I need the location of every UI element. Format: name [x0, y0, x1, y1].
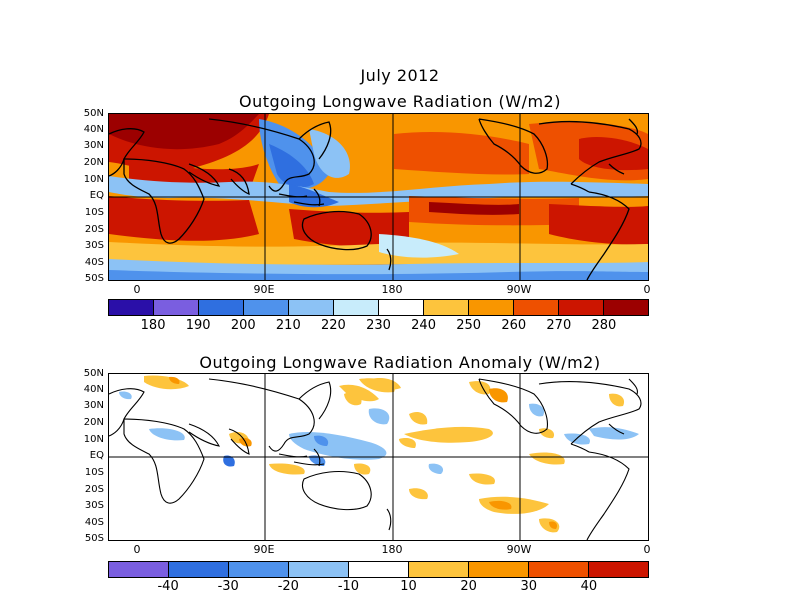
lat-label: 50N [83, 108, 104, 119]
lon-label: 90E [253, 283, 275, 296]
colorbar-swatch [604, 300, 648, 315]
colorbar-swatch [409, 562, 469, 577]
colorbar-swatch [349, 562, 409, 577]
colorbar-tick-label: 220 [320, 318, 346, 333]
lon-label: 0 [133, 283, 141, 296]
colorbar-swatch [109, 562, 169, 577]
colorbar-tick-label: 210 [275, 318, 301, 333]
lat-label: 30S [84, 240, 104, 251]
lon-label: 0 [133, 543, 141, 556]
olr-colorbar [108, 299, 649, 316]
colorbar-swatch [289, 562, 349, 577]
colorbar-tick-label: 240 [411, 318, 436, 333]
colorbar-swatch [529, 562, 589, 577]
lat-label: 50S [84, 533, 104, 544]
colorbar-tick-label: -20 [277, 579, 299, 594]
colorbar-tick-label: 10 [400, 579, 417, 594]
colorbar-swatch [154, 300, 199, 315]
colorbar-swatch [229, 562, 289, 577]
lat-label: 10S [84, 467, 104, 478]
colorbar-swatch [589, 562, 648, 577]
colorbar-swatch [169, 562, 229, 577]
lat-label: 20N [83, 157, 104, 168]
colorbar-swatch [514, 300, 559, 315]
chart-title-olr: Outgoing Longwave Radiation (W/m2) [239, 92, 561, 111]
colorbar-swatch [424, 300, 469, 315]
colorbar-tick-label: 270 [546, 318, 572, 333]
colorbar-tick-label: -30 [217, 579, 239, 594]
colorbar-swatch [379, 300, 424, 315]
lat-label: 40N [83, 124, 104, 135]
colorbar-swatch [109, 300, 154, 315]
lon-label: 0 [643, 283, 651, 296]
colorbar-swatch [199, 300, 244, 315]
colorbar-tick-label: 30 [520, 579, 538, 594]
lat-label: EQ [89, 190, 104, 201]
lat-label: 30N [83, 400, 104, 411]
lat-label: 40S [84, 517, 104, 528]
anomaly-title: Outgoing Longwave Radiation Anomaly (W/m… [199, 353, 601, 372]
lat-label: 20S [84, 224, 104, 235]
lon-label: 0 [643, 543, 651, 556]
colorbar-swatch [244, 300, 289, 315]
lon-label: 90E [253, 543, 275, 556]
lat-label: 10N [83, 174, 104, 185]
lon-label: 90W [506, 543, 532, 556]
lat-label: 10N [83, 434, 104, 445]
lat-label: 40S [84, 257, 104, 268]
colorbar-swatch [334, 300, 379, 315]
lat-label: EQ [89, 450, 104, 461]
colorbar-tick-label: 200 [230, 318, 256, 333]
lat-label: 40N [83, 384, 104, 395]
lat-label: 10S [84, 207, 104, 218]
lat-label: 20S [84, 484, 104, 495]
colorbar-tick-label: -10 [337, 579, 360, 594]
lon-label: 180 [381, 543, 403, 556]
colorbar-tick-label: 190 [185, 318, 211, 333]
olr-map-field [109, 114, 648, 280]
colorbar-tick-label: 260 [501, 318, 527, 333]
colorbar-tick-label: -40 [157, 579, 179, 594]
colorbar-swatch [559, 300, 604, 315]
colorbar-tick-label: 180 [140, 318, 166, 333]
lon-label: 180 [381, 283, 403, 296]
anomaly-map-field [109, 374, 648, 540]
lat-label: 50S [84, 273, 104, 284]
anomaly-colorbar [108, 561, 649, 578]
lat-label: 20N [83, 417, 104, 428]
colorbar-tick-label: 230 [366, 318, 391, 333]
anomaly-map [108, 373, 649, 541]
colorbar-swatch [469, 300, 514, 315]
colorbar-tick-label: 20 [460, 579, 477, 594]
colorbar-swatch [469, 562, 529, 577]
lat-label: 30S [84, 500, 104, 511]
colorbar-tick-label: 250 [456, 318, 482, 333]
chart-title-date: July 2012 [360, 66, 440, 85]
olr-map [108, 113, 649, 281]
colorbar-swatch [289, 300, 334, 315]
colorbar-tick-label: 40 [580, 579, 598, 594]
colorbar-tick-label: 280 [591, 318, 617, 333]
lat-label: 30N [83, 140, 104, 151]
lon-label: 90W [506, 283, 532, 296]
lat-label: 50N [83, 368, 104, 379]
